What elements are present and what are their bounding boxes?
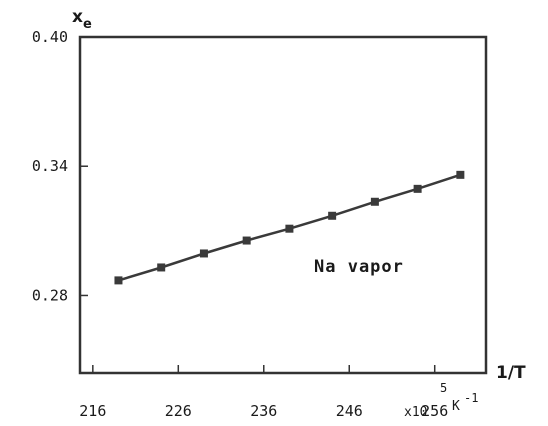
series-annotation: Na vapor [314, 257, 404, 277]
plot-frame [78, 35, 488, 375]
data-point-marker [456, 170, 465, 179]
x-tick-label: 226 [165, 402, 192, 420]
data-point-marker [413, 184, 422, 193]
x-axis-unit-suffix: K [452, 399, 460, 414]
data-point-marker [242, 236, 251, 245]
y-axis-label-sub: e [83, 17, 92, 32]
y-axis-label-main: x [72, 7, 83, 27]
data-point-marker [328, 211, 337, 220]
y-tick-label: 0.34 [32, 157, 68, 175]
y-tick-label: 0.40 [32, 28, 68, 46]
data-point-marker [157, 263, 166, 272]
x-axis-unit-suffix-exponent: -1 [464, 391, 478, 405]
x-axis-unit-prefix: x10 [404, 405, 427, 420]
data-point-marker [285, 224, 294, 233]
y-axis-label: xe [72, 7, 92, 32]
x-axis-label: 1/T [496, 363, 526, 383]
x-tick-label: 246 [336, 402, 363, 420]
y-axis-ticks: 0.28 0.34 0.40 [32, 28, 88, 304]
data-point-marker [114, 276, 123, 285]
x-tick-label: 256 [421, 402, 448, 420]
x-axis-unit-exponent: 5 [440, 381, 447, 395]
y-tick-label: 0.28 [32, 286, 68, 304]
series-layer [114, 170, 465, 285]
x-tick-label: 216 [79, 402, 106, 420]
data-point-marker [199, 249, 208, 258]
data-point-marker [370, 197, 379, 206]
x-axis-ticks: 216 226 236 246 256 [79, 365, 448, 420]
x-tick-label: 236 [250, 402, 277, 420]
